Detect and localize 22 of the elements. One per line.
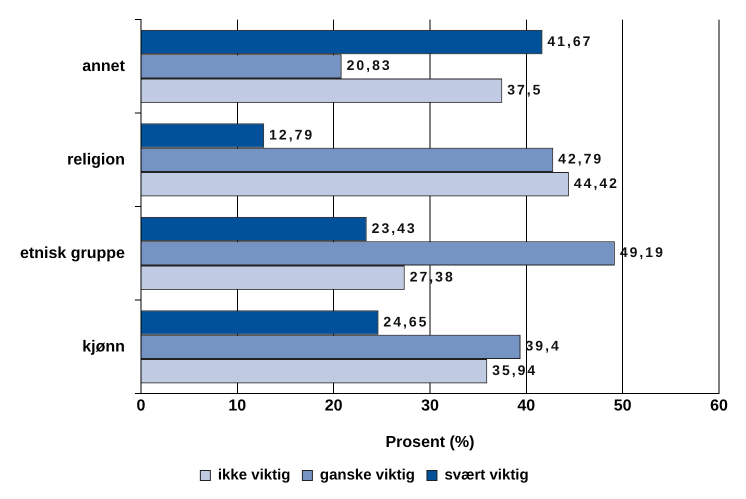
data-label: 23,43: [372, 220, 417, 236]
legend-label: ikke viktig: [218, 466, 290, 484]
x-tick-label: 30: [421, 398, 439, 415]
data-label: 41,67: [547, 32, 592, 49]
legend-label: svært viktig: [444, 466, 529, 484]
y-tick-label: annet: [82, 58, 126, 75]
x-tick-label: 50: [614, 398, 632, 415]
y-tick-label: etnisk gruppe: [20, 244, 126, 262]
data-label: 24,65: [383, 313, 428, 330]
data-label: 20,83: [346, 57, 392, 74]
x-tick-label: 0: [136, 398, 146, 415]
x-tick-label: 60: [710, 398, 728, 415]
data-label: 12,79: [269, 126, 314, 142]
x-axis-title: Prosent (%): [386, 434, 474, 451]
legend-label: ganske viktig: [320, 466, 415, 484]
y-tick-label: kjønn: [82, 338, 125, 356]
y-tick-label: religion: [67, 151, 125, 168]
x-tick-label: 10: [228, 398, 246, 415]
x-tick-label: 20: [324, 398, 343, 415]
data-label: 44,42: [574, 175, 619, 192]
x-tick-label: 40: [517, 398, 536, 415]
data-label: 42,79: [558, 150, 604, 167]
